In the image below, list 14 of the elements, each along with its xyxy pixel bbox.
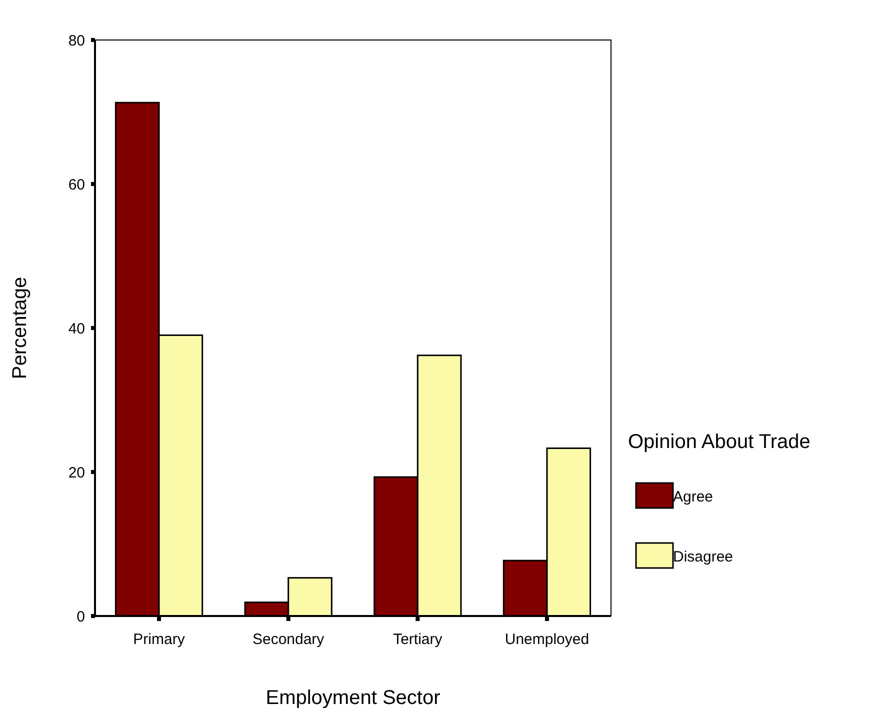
y-tick-label: 40: [68, 320, 85, 338]
x-tick-label: Primary: [133, 631, 186, 648]
x-tick-label: Unemployed: [504, 631, 590, 648]
x-axis-title: Employment Sector: [266, 687, 441, 709]
y-tick-label: 60: [68, 176, 85, 194]
legend-label: Disagree: [673, 548, 734, 566]
x-tick-label: Tertiary: [393, 631, 443, 648]
y-tick-label: 20: [68, 464, 85, 482]
legend-title: Opinion About Trade: [628, 431, 810, 453]
y-axis-title: Percentage: [9, 276, 31, 380]
legend-label: Agree: [673, 488, 714, 506]
y-tick-label: 80: [68, 32, 85, 50]
y-tick-label: 0: [76, 608, 85, 626]
x-tick-label: Secondary: [252, 631, 325, 648]
